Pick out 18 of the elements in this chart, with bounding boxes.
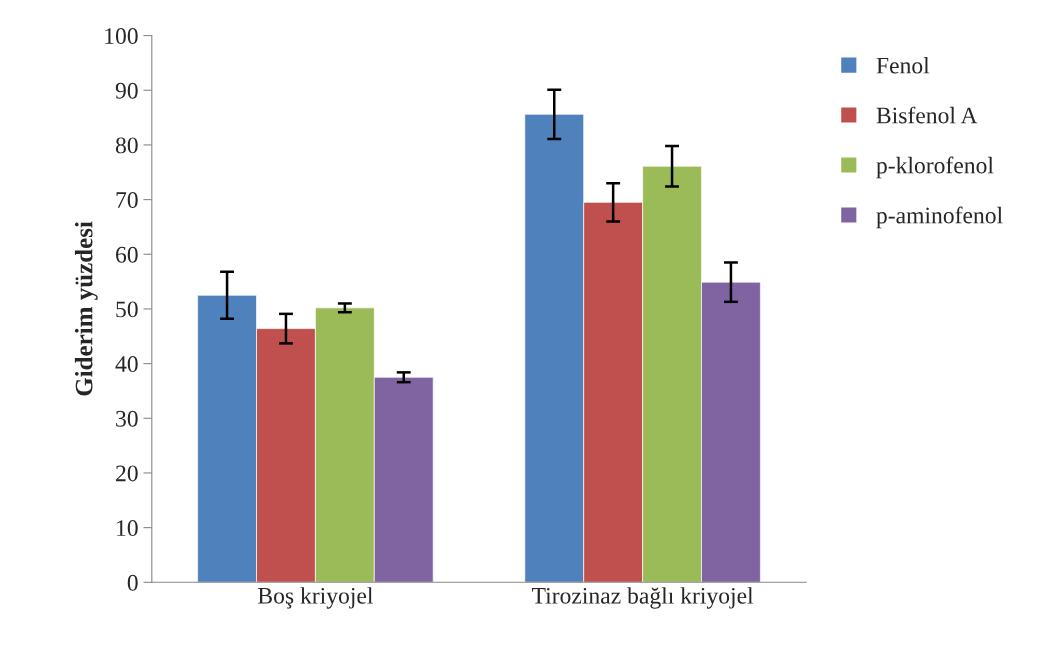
y-tick-label: 10 <box>117 520 138 537</box>
y-tick-label: 40 <box>115 356 138 373</box>
y-tick-label: 100 <box>105 28 138 45</box>
y-tick-label: 20 <box>116 465 138 482</box>
legend-label: Fenol <box>876 56 930 74</box>
y-tick-label: 90 <box>115 82 138 99</box>
x-tick-label: Boş kriyojel <box>258 587 373 609</box>
legend-label: p-aminofenol <box>876 206 1003 229</box>
legend-label: Bisfenol A <box>876 106 978 124</box>
x-tick-label: Tirozinaz bağlı kriyojel <box>531 587 754 609</box>
y-tick-label: 30 <box>116 410 138 427</box>
y-tick-label: 50 <box>116 301 138 318</box>
y-axis-title: Giderim yüzdesi <box>74 221 98 396</box>
y-tick-label: 60 <box>116 246 138 263</box>
y-tick-label: 80 <box>115 137 138 154</box>
y-tick-label: 0 <box>127 574 138 591</box>
y-tick-label: 70 <box>116 192 138 209</box>
legend-label: p-klorofenol <box>876 156 994 179</box>
